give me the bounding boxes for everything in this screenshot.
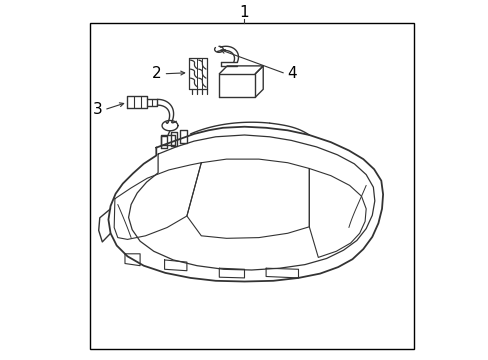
Text: 2: 2 — [152, 66, 162, 81]
Text: 1: 1 — [239, 5, 249, 20]
Bar — [89, 23, 413, 349]
Text: 4: 4 — [287, 66, 297, 81]
Text: 3: 3 — [92, 102, 102, 117]
